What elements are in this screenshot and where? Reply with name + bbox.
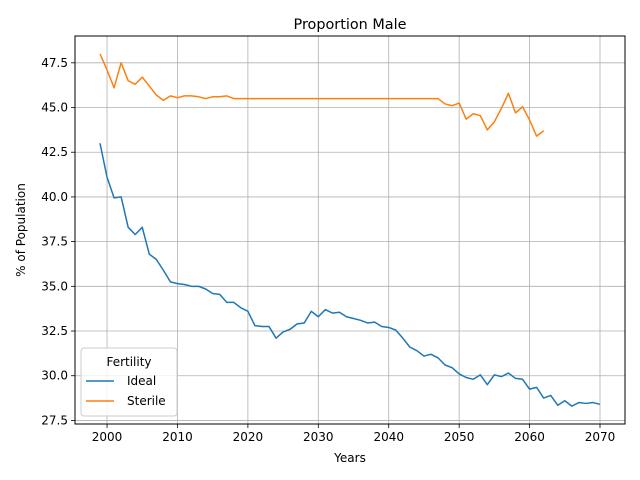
- y-tick-label: 30.0: [41, 369, 68, 383]
- plot-frame: [74, 35, 626, 425]
- y-axis-label: % of Population: [14, 183, 28, 277]
- y-tick-label: 27.5: [41, 413, 68, 427]
- y-tick-label: 47.5: [41, 56, 68, 70]
- y-tick-label: 37.5: [41, 235, 68, 249]
- x-axis-ticks: 2000 2010 2020 2030 2040 2050 2060 2070: [92, 424, 616, 444]
- x-tick-label: 2070: [585, 430, 616, 444]
- x-tick-label: 2020: [233, 430, 264, 444]
- x-axis-label: Years: [333, 451, 366, 465]
- x-tick-label: 2000: [92, 430, 123, 444]
- x-tick-label: 2060: [514, 430, 545, 444]
- x-tick-label: 2030: [303, 430, 334, 444]
- y-tick-label: 42.5: [41, 145, 68, 159]
- legend-label-sterile: Sterile: [127, 394, 166, 408]
- grid-lines: [75, 36, 625, 424]
- chart-title: Proportion Male: [294, 17, 407, 33]
- y-tick-label: 45.0: [41, 101, 68, 115]
- x-tick-label: 2010: [162, 430, 193, 444]
- series-line-ideal: [99, 143, 601, 407]
- y-tick-label: 32.5: [41, 324, 68, 338]
- legend-label-ideal: Ideal: [127, 374, 156, 388]
- legend: Fertility Ideal Sterile: [80, 347, 178, 417]
- x-tick-label: 2050: [444, 430, 475, 444]
- series-line-sterile: [99, 53, 545, 137]
- legend-title: Fertility: [106, 355, 151, 369]
- legend-box: [80, 347, 178, 417]
- series-layer: [99, 53, 601, 407]
- y-tick-label: 40.0: [41, 190, 68, 204]
- y-tick-label: 35.0: [41, 279, 68, 293]
- y-axis-ticks: 27.5 30.0 32.5 35.0 37.5 40.0 42.5 45.0 47.5: [41, 56, 75, 427]
- x-tick-label: 2040: [373, 430, 404, 444]
